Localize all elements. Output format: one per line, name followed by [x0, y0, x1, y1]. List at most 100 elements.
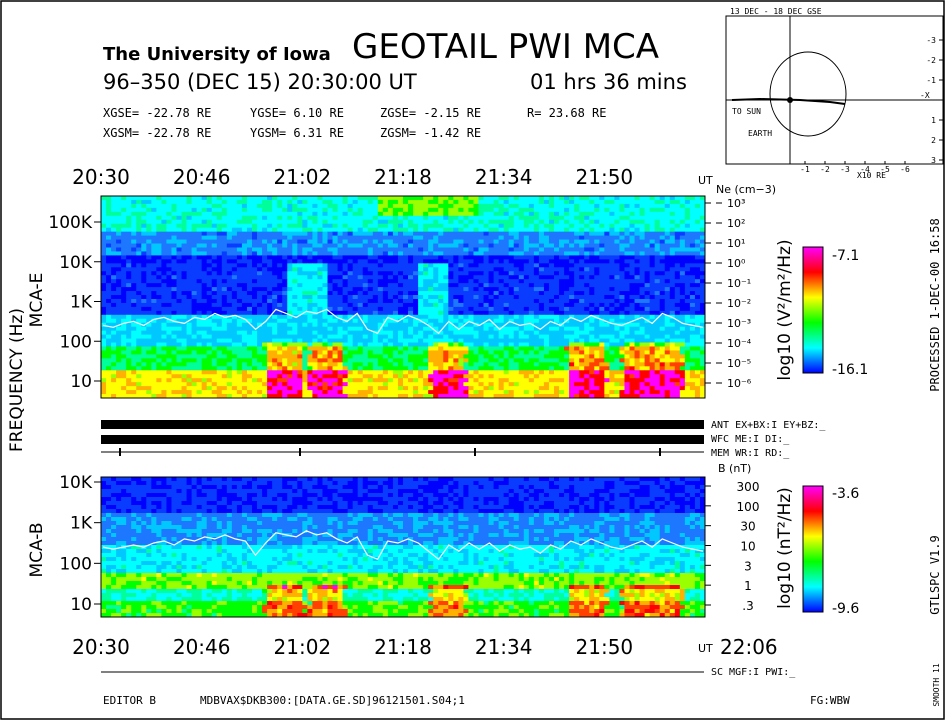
spectrogram-cell — [463, 215, 469, 221]
spectrogram-cell — [151, 251, 157, 256]
spectrogram-cell — [619, 207, 625, 213]
spectrogram-cell — [272, 342, 278, 347]
spectrogram-cell — [403, 291, 409, 296]
spectrogram-cell — [252, 203, 258, 209]
spectrogram-cell — [317, 196, 323, 201]
spectrogram-cell — [332, 291, 338, 296]
spectrogram-cell — [307, 318, 313, 324]
spectrogram-cell — [443, 255, 449, 260]
spectrogram-cell — [413, 322, 419, 328]
spectrogram-cell — [176, 223, 182, 229]
spectrogram-cell — [493, 346, 500, 351]
spectrogram-cell — [146, 279, 152, 284]
spectrogram-cell — [156, 267, 162, 272]
spectrogram-cell — [463, 326, 469, 332]
spectrogram-cell — [211, 219, 218, 225]
spectrogram-cell — [252, 318, 258, 324]
spectrogram-cell — [609, 306, 615, 312]
spectrogram-cell — [377, 199, 384, 205]
spectrogram-cell — [423, 231, 429, 237]
spectrogram-cell — [387, 231, 394, 237]
spectrogram-cell — [624, 255, 630, 260]
spectrogram-cell — [619, 306, 625, 312]
spectrogram-cell — [397, 223, 404, 229]
spectrogram-cell — [574, 334, 580, 339]
spectrogram-cell — [201, 255, 208, 260]
spectrogram-cell — [191, 338, 198, 343]
spectrogram-cell — [609, 223, 615, 229]
spectrogram-cell — [689, 207, 696, 213]
spectrogram-cell — [297, 342, 303, 347]
spectrogram-cell — [413, 219, 419, 225]
spectrogram-cell — [438, 298, 444, 304]
spectrogram-cell — [403, 263, 409, 268]
spectrogram-cell — [498, 247, 505, 252]
spectrogram-cell — [639, 267, 645, 272]
spectrogram-cell — [503, 318, 510, 324]
spectrogram-cell — [116, 318, 122, 324]
spectrogram-cell — [634, 231, 640, 237]
spectrogram-cell — [352, 255, 359, 260]
spectrogram-cell — [528, 235, 535, 240]
spectrogram-cell — [317, 291, 323, 296]
spectrogram-cell — [559, 326, 565, 332]
spectrogram-cell — [377, 251, 384, 256]
spectrogram-cell — [126, 350, 132, 355]
spectrogram-cell — [624, 318, 630, 324]
spectrogram-cell — [548, 306, 555, 312]
spectrogram-cell — [488, 199, 494, 205]
spectrogram-cell — [216, 271, 223, 276]
spectrogram-cell — [231, 314, 238, 320]
spectrogram-cell — [694, 291, 701, 296]
spectrogram-cell — [201, 287, 208, 292]
spectrogram-cell — [594, 310, 600, 316]
spectrogram-cell — [503, 243, 510, 248]
spectrogram-cell — [413, 287, 419, 292]
spectrogram-cell — [548, 322, 555, 328]
spectrogram-cell — [684, 199, 691, 205]
spectrogram-cell — [287, 310, 293, 316]
spectrogram-cell — [216, 219, 223, 225]
spectrogram-cell — [206, 271, 213, 276]
spectrogram-cell — [604, 227, 610, 233]
spectrogram-cell — [241, 259, 248, 264]
spectrogram-cell — [453, 302, 459, 308]
spectrogram-cell — [377, 306, 384, 312]
spectrogram-cell — [367, 199, 374, 205]
spectrogram-cell — [231, 243, 238, 248]
spectrogram-cell — [136, 287, 142, 292]
spectrogram-cell — [438, 342, 444, 347]
spectrogram-cell — [171, 326, 177, 332]
spectrogram-cell — [397, 267, 404, 272]
spectrogram-cell — [166, 298, 172, 304]
spectrogram-cell — [654, 239, 661, 244]
spectrogram-cell — [664, 219, 671, 225]
spectrogram-cell — [564, 223, 570, 229]
spectrogram-cell — [508, 326, 515, 332]
spectrogram-cell — [493, 267, 500, 272]
spectrogram-cell — [302, 302, 308, 308]
spectrogram-cell — [357, 223, 364, 229]
spectrogram-cell — [226, 259, 233, 264]
spectrogram-cell — [453, 346, 459, 351]
spectrogram-cell — [699, 231, 706, 237]
spectrogram-cell — [418, 295, 424, 300]
spectrogram-cell — [392, 196, 399, 201]
spectrogram-cell — [352, 239, 359, 244]
spectrogram-cell — [523, 239, 530, 244]
spectrogram-cell — [508, 239, 515, 244]
spectrogram-cell — [554, 231, 560, 237]
spectrogram-cell — [367, 338, 374, 343]
spectrogram-cell — [151, 263, 157, 268]
spectrogram-cell — [433, 314, 439, 320]
spectrogram-cell — [201, 231, 208, 237]
spectrogram-cell — [473, 326, 479, 332]
spectrogram-cell — [221, 271, 228, 276]
spectrogram-cell — [216, 338, 223, 343]
spectrogram-cell — [191, 350, 198, 355]
spectrogram-cell — [508, 219, 515, 225]
spectrogram-cell — [211, 334, 218, 339]
spectrogram-cell — [282, 283, 288, 288]
spectrogram-cell — [101, 334, 107, 339]
spectrogram-cell — [151, 259, 157, 264]
